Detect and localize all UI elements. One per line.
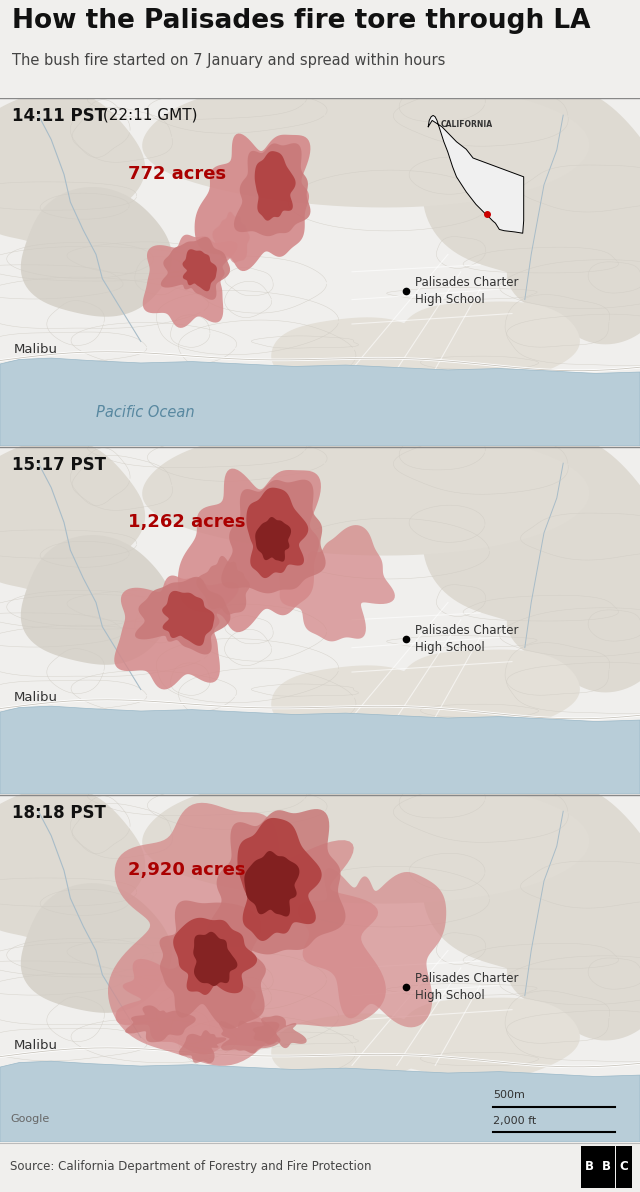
Polygon shape (179, 1030, 227, 1063)
Text: CALIFORNIA: CALIFORNIA (440, 120, 493, 130)
Polygon shape (195, 134, 310, 271)
Text: The bush fire started on 7 January and spread within hours: The bush fire started on 7 January and s… (12, 52, 445, 68)
Polygon shape (161, 237, 230, 300)
Polygon shape (383, 650, 580, 732)
Polygon shape (219, 1020, 280, 1054)
Polygon shape (255, 151, 296, 221)
Polygon shape (178, 468, 321, 632)
Polygon shape (205, 809, 346, 955)
Polygon shape (507, 201, 640, 344)
Polygon shape (196, 555, 250, 615)
Text: Malibu: Malibu (14, 1038, 58, 1051)
Polygon shape (0, 439, 145, 601)
Polygon shape (142, 427, 589, 555)
Polygon shape (0, 1061, 640, 1142)
Text: 18:18 PST: 18:18 PST (12, 803, 106, 821)
Polygon shape (0, 706, 640, 794)
Polygon shape (0, 358, 640, 446)
Polygon shape (297, 868, 446, 1028)
Polygon shape (135, 577, 230, 654)
Text: Malibu: Malibu (14, 342, 58, 355)
Polygon shape (246, 488, 308, 578)
Polygon shape (212, 212, 250, 262)
Polygon shape (20, 535, 172, 665)
Polygon shape (255, 517, 291, 561)
Text: B: B (585, 1161, 594, 1173)
FancyBboxPatch shape (598, 1146, 615, 1188)
Polygon shape (159, 900, 266, 1029)
Polygon shape (507, 898, 640, 1041)
Polygon shape (108, 802, 386, 1066)
Polygon shape (271, 317, 428, 387)
Polygon shape (253, 1016, 307, 1048)
Text: Palisades Charter
High School: Palisades Charter High School (415, 623, 518, 654)
Polygon shape (173, 918, 257, 995)
Polygon shape (271, 1013, 428, 1084)
Polygon shape (116, 954, 278, 1055)
Text: 15:17 PST: 15:17 PST (12, 455, 106, 473)
Polygon shape (115, 576, 239, 689)
Polygon shape (20, 187, 172, 317)
Polygon shape (234, 143, 310, 236)
Polygon shape (143, 235, 237, 328)
FancyBboxPatch shape (581, 1146, 598, 1188)
Polygon shape (125, 1005, 196, 1042)
Text: Pacific Ocean: Pacific Ocean (96, 405, 195, 421)
Polygon shape (423, 782, 640, 988)
Polygon shape (0, 787, 145, 949)
Text: (22:11 GMT): (22:11 GMT) (98, 107, 197, 123)
Polygon shape (244, 851, 300, 917)
Polygon shape (193, 932, 237, 986)
Text: 1,262 acres: 1,262 acres (128, 514, 246, 532)
Text: How the Palisades fire tore through LA: How the Palisades fire tore through LA (12, 8, 590, 33)
Polygon shape (423, 86, 640, 292)
Polygon shape (162, 591, 214, 646)
Polygon shape (182, 249, 217, 291)
Polygon shape (423, 434, 640, 640)
Polygon shape (142, 79, 589, 207)
Polygon shape (271, 665, 428, 735)
Polygon shape (383, 998, 580, 1080)
Polygon shape (507, 550, 640, 693)
Text: 14:11 PST: 14:11 PST (12, 107, 106, 125)
Polygon shape (20, 883, 172, 1013)
Text: B: B (602, 1161, 611, 1173)
FancyBboxPatch shape (616, 1146, 632, 1188)
Text: 772 acres: 772 acres (128, 166, 226, 184)
Polygon shape (0, 91, 145, 253)
Polygon shape (237, 818, 322, 940)
Polygon shape (221, 479, 326, 594)
Text: Source: California Department of Forestry and Fire Protection: Source: California Department of Forestr… (10, 1161, 371, 1173)
Polygon shape (142, 775, 589, 904)
Text: Google: Google (10, 1113, 49, 1124)
Polygon shape (279, 524, 395, 641)
Text: Malibu: Malibu (14, 690, 58, 703)
Text: 500m: 500m (493, 1089, 525, 1100)
Polygon shape (428, 116, 524, 234)
Text: 2,920 acres: 2,920 acres (128, 862, 246, 880)
Text: 2,000 ft: 2,000 ft (493, 1116, 537, 1125)
Text: C: C (620, 1161, 628, 1173)
Text: Palisades Charter
High School: Palisades Charter High School (415, 275, 518, 306)
Text: Palisades Charter
High School: Palisades Charter High School (415, 971, 518, 1002)
Polygon shape (383, 302, 580, 384)
